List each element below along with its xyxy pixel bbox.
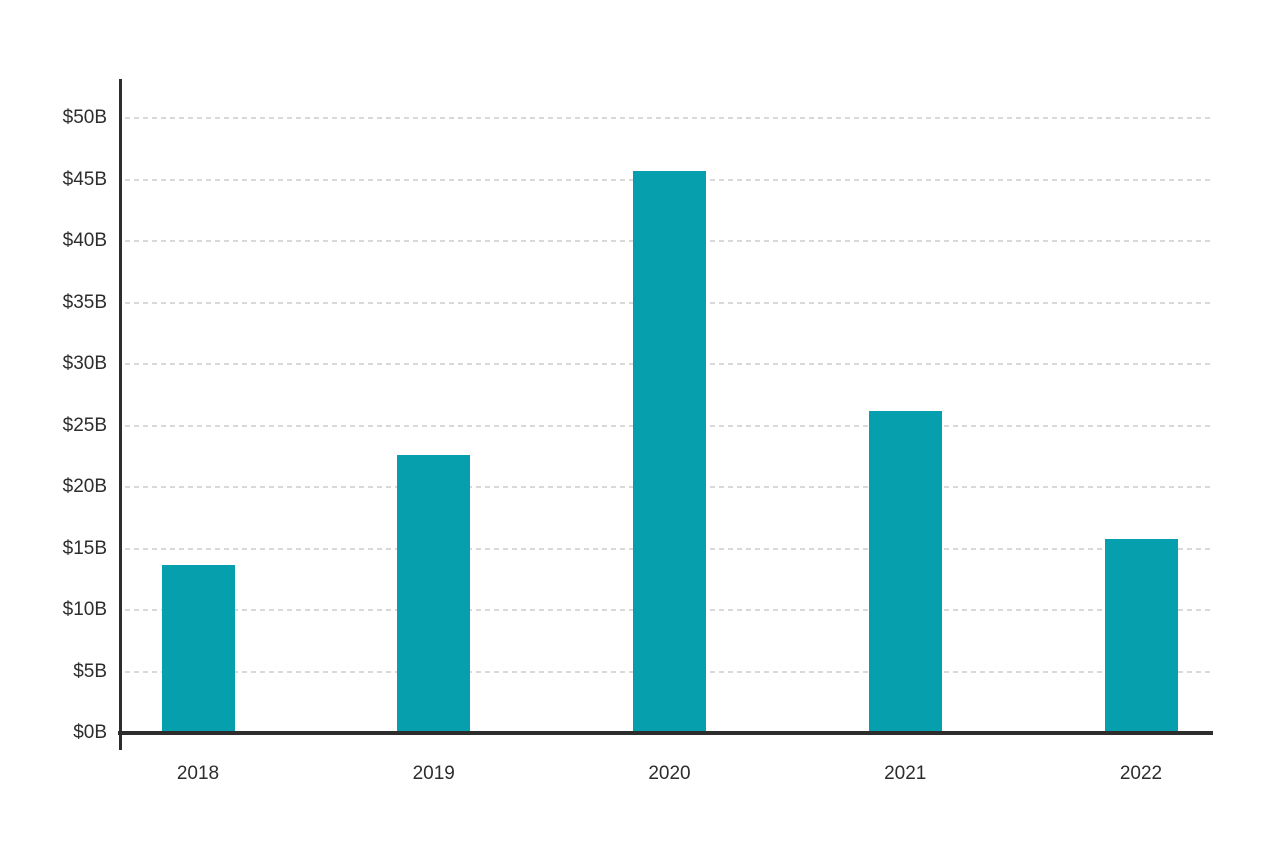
x-tick-label: 2019 <box>412 763 455 784</box>
y-tick-label: $10B <box>62 599 107 620</box>
x-tick-label: 2022 <box>1119 763 1163 784</box>
y-tick-label: $25B <box>62 414 107 436</box>
y-tick-label: $35B <box>62 291 107 313</box>
x-axis-line <box>118 731 1213 735</box>
x-tick-label: 2018 <box>176 763 220 784</box>
bar-2022 <box>1104 539 1178 731</box>
y-axis-line <box>119 79 122 750</box>
y-tick-label: $15B <box>62 537 107 559</box>
y-tick-label: $30B <box>62 353 107 374</box>
y-tick-label: $20B <box>62 476 107 497</box>
x-tick-label: 2021 <box>884 763 927 784</box>
bar-2018 <box>161 564 235 731</box>
y-tick-label: $40B <box>62 230 107 251</box>
gridline <box>125 117 1211 119</box>
bar-2020 <box>633 171 706 731</box>
y-tick-label: $0B <box>73 722 107 743</box>
x-tick-label: 2020 <box>648 763 691 784</box>
y-tick-label: $5B <box>73 660 107 682</box>
y-tick-label: $50B <box>62 107 107 128</box>
bar-2021 <box>868 411 942 731</box>
y-tick-label: $45B <box>62 168 107 190</box>
bar-2019 <box>397 455 471 731</box>
